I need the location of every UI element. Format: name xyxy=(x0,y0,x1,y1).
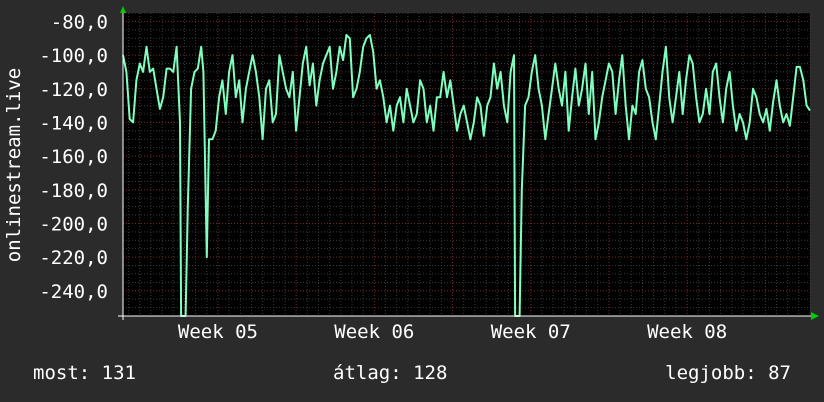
y-tick-label: -140,0 xyxy=(39,112,108,134)
y-tick-label: -120,0 xyxy=(39,79,108,101)
series-line xyxy=(122,33,811,317)
x-axis-arrow xyxy=(811,312,819,320)
average-value: átlag: 128 xyxy=(333,362,448,384)
y-axis-arrow xyxy=(120,6,126,13)
x-tick-label: Week 06 xyxy=(334,321,414,343)
y-tick-label: -240,0 xyxy=(39,281,108,303)
best-value: legjobb: 87 xyxy=(665,362,791,384)
plot-area xyxy=(123,13,810,316)
y-tick-label: -220,0 xyxy=(39,247,108,269)
y-axis-ticks: -80,0 -100,0 -120,0 -140,0 -160,0 -180,0 -200,… xyxy=(39,11,108,302)
x-axis-ticks: Week 05 Week 06 Week 07 Week 08 xyxy=(178,321,727,343)
y-tick-label: -80,0 xyxy=(51,11,108,33)
x-tick-label: Week 08 xyxy=(647,321,727,343)
y-axis-label: onlinestream.live xyxy=(3,68,25,262)
y-tick-label: -100,0 xyxy=(39,45,108,67)
current-value: most: 131 xyxy=(33,362,136,384)
y-tick-label: -160,0 xyxy=(39,146,108,168)
x-tick-label: Week 07 xyxy=(491,321,571,343)
x-tick-label: Week 05 xyxy=(178,321,258,343)
y-tick-label: -200,0 xyxy=(39,213,108,235)
grid-minor xyxy=(123,12,811,317)
y-tick-label: -180,0 xyxy=(39,180,108,202)
grid-major xyxy=(123,13,810,316)
